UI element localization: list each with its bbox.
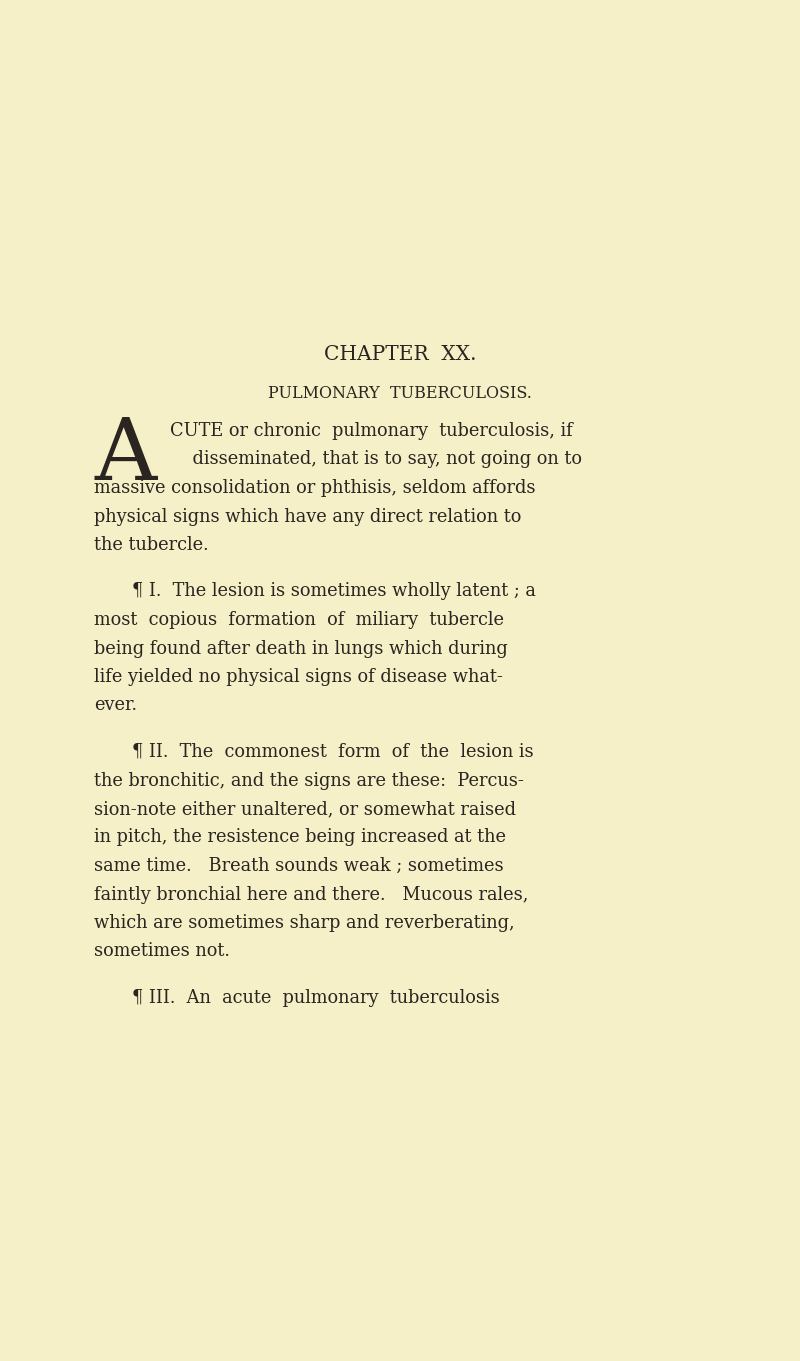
- Text: which are sometimes sharp and reverberating,: which are sometimes sharp and reverberat…: [94, 915, 515, 932]
- Text: ¶ I.  The lesion is sometimes wholly latent ; a: ¶ I. The lesion is sometimes wholly late…: [132, 583, 536, 600]
- Text: CHAPTER  XX.: CHAPTER XX.: [324, 346, 476, 365]
- Text: most  copious  formation  of  miliary  tubercle: most copious formation of miliary tuberc…: [94, 611, 504, 629]
- Text: sion-note either unaltered, or somewhat raised: sion-note either unaltered, or somewhat …: [94, 800, 517, 818]
- Text: ever.: ever.: [94, 697, 138, 715]
- Text: massive consolidation or phthisis, seldom affords: massive consolidation or phthisis, seldo…: [94, 479, 536, 497]
- Text: being found after death in lungs which during: being found after death in lungs which d…: [94, 640, 508, 657]
- Text: same time.   Breath sounds weak ; sometimes: same time. Breath sounds weak ; sometime…: [94, 857, 504, 875]
- Text: disseminated, that is to say, not going on to: disseminated, that is to say, not going …: [170, 450, 582, 468]
- Text: CUTE or chronic  pulmonary  tuberculosis, if: CUTE or chronic pulmonary tuberculosis, …: [170, 422, 573, 440]
- Text: PULMONARY  TUBERCULOSIS.: PULMONARY TUBERCULOSIS.: [268, 385, 532, 401]
- Text: the bronchitic, and the signs are these:  Percus-: the bronchitic, and the signs are these:…: [94, 772, 524, 789]
- Text: ¶ III.  An  acute  pulmonary  tuberculosis: ¶ III. An acute pulmonary tuberculosis: [132, 989, 500, 1007]
- Text: the tubercle.: the tubercle.: [94, 536, 209, 554]
- Text: physical signs which have any direct relation to: physical signs which have any direct rel…: [94, 508, 522, 525]
- Text: A: A: [94, 415, 157, 498]
- Text: life yielded no physical signs of disease what-: life yielded no physical signs of diseas…: [94, 668, 503, 686]
- Text: in pitch, the resistence being increased at the: in pitch, the resistence being increased…: [94, 829, 506, 847]
- Text: faintly bronchial here and there.   Mucous rales,: faintly bronchial here and there. Mucous…: [94, 886, 529, 904]
- Text: ¶ II.  The  commonest  form  of  the  lesion is: ¶ II. The commonest form of the lesion i…: [132, 743, 534, 761]
- Text: sometimes not.: sometimes not.: [94, 943, 230, 961]
